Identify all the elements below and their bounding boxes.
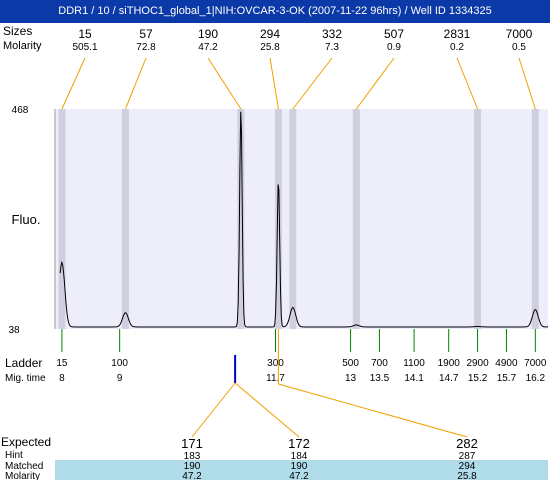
peak-molarity-label: 0.5 [512, 42, 526, 53]
matched-value: 294 [459, 461, 476, 472]
peak-band [121, 109, 129, 329]
ladder-size-label: 15 [56, 358, 68, 369]
ladder-time-label: 8 [59, 373, 65, 384]
molarity-value: 47.2 [289, 471, 309, 480]
ladder-time-label: 15.7 [497, 373, 517, 384]
matched-value: 190 [184, 461, 201, 472]
row-label-sizes: Sizes [3, 24, 32, 38]
ladder-size-label: 7000 [524, 358, 547, 369]
peak-molarity-label: 0.9 [387, 42, 401, 53]
peak-size-label: 294 [260, 27, 280, 41]
peak-callout-line [518, 57, 536, 110]
ladder-time-label: 14.1 [404, 373, 424, 384]
ladder-time-label: 15.2 [468, 373, 488, 384]
ladder-size-label: 300 [267, 358, 284, 369]
peak-callout-line [61, 57, 86, 110]
expected-callout-line [278, 383, 468, 438]
peak-size-label: 57 [139, 27, 153, 41]
peak-band [58, 109, 66, 329]
ladder-size-label: 100 [111, 358, 128, 369]
peak-molarity-label: 7.3 [325, 42, 339, 53]
ladder-time-label: 9 [117, 373, 123, 384]
plot-area [55, 109, 548, 329]
row-label-molarity-bottom: Molarity [5, 471, 40, 480]
expected-size: 172 [288, 436, 310, 451]
peak-band [352, 109, 360, 329]
peak-band [474, 109, 482, 329]
ladder-size-label: 2900 [466, 358, 489, 369]
row-label-hint: Hint [5, 450, 23, 461]
peak-callout-line [207, 57, 242, 110]
row-label-ladder: Ladder [5, 356, 42, 370]
matched-row-bg [55, 460, 548, 480]
row-label-molarity: Molarity [3, 40, 42, 52]
ladder-size-label: 500 [342, 358, 359, 369]
peak-callout-line [456, 57, 479, 110]
hint-value: 184 [291, 451, 308, 462]
peak-size-label: 190 [198, 27, 218, 41]
peak-molarity-label: 505.1 [72, 42, 97, 53]
trace-line [59, 111, 549, 328]
y-max-tick-label: 468 [12, 105, 29, 116]
ladder-time-label: 11.7 [266, 373, 285, 384]
peak-band [237, 109, 245, 329]
expected-callout-line [191, 382, 236, 438]
peak-size-label: 7000 [506, 27, 533, 41]
peak-size-label: 507 [384, 27, 404, 41]
peak-molarity-label: 47.2 [198, 42, 218, 53]
molarity-value: 25.8 [457, 471, 477, 480]
peak-size-label: 332 [322, 27, 342, 41]
peak-band [289, 109, 297, 329]
ladder-time-label: 16.2 [526, 373, 546, 384]
peak-callout-line [355, 57, 395, 110]
matched-value: 190 [291, 461, 308, 472]
peak-molarity-label: 72.8 [136, 42, 156, 53]
molarity-value: 47.2 [182, 471, 202, 480]
peak-callout-line [292, 57, 333, 110]
expected-callout-line [234, 382, 300, 438]
row-label-mig-time: Mig. time [5, 373, 46, 384]
ladder-size-label: 1100 [403, 358, 425, 369]
window-title: DDR1 / 10 / siTHOC1_global_1|NIH:OVCAR-3… [0, 0, 550, 23]
peak-molarity-label: 0.2 [450, 42, 464, 53]
peak-size-label: 15 [78, 27, 92, 41]
hint-value: 183 [184, 451, 201, 462]
ladder-time-label: 14.7 [439, 373, 459, 384]
peak-molarity-label: 25.8 [260, 42, 280, 53]
peak-band [274, 109, 282, 329]
row-label-matched: Matched [5, 461, 43, 472]
expected-size: 171 [181, 436, 203, 451]
ladder-time-label: 13 [345, 373, 357, 384]
peak-size-label: 2831 [444, 27, 471, 41]
peak-band [531, 109, 539, 329]
ladder-size-label: 4900 [495, 358, 518, 369]
peak-callout-line [124, 57, 147, 110]
ladder-size-label: 1900 [438, 358, 461, 369]
y-axis-label: Fluo. [12, 212, 41, 227]
row-label-expected: Expected [1, 435, 51, 449]
ladder-time-label: 13.5 [370, 373, 390, 384]
hint-value: 287 [459, 451, 476, 462]
peak-callout-line [269, 57, 279, 110]
y-min-tick-label: 38 [8, 325, 20, 336]
expected-size: 282 [456, 436, 478, 451]
ladder-size-label: 700 [371, 358, 388, 369]
